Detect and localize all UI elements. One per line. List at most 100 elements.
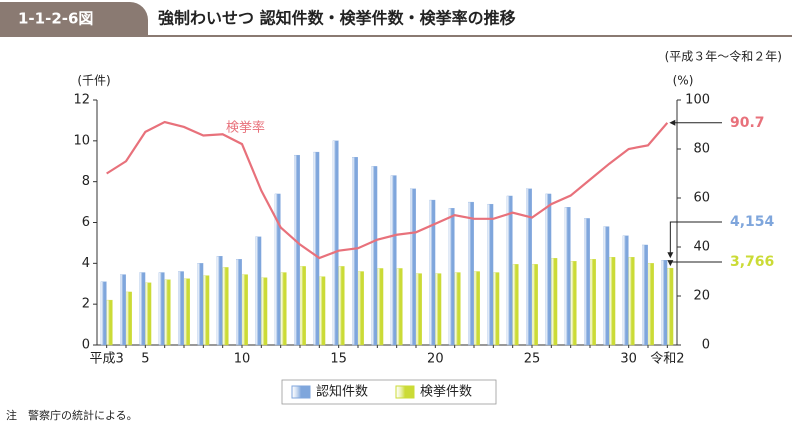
bar <box>526 188 532 346</box>
bar <box>512 264 519 346</box>
bar <box>280 272 287 346</box>
y-tick-label: 6 <box>82 215 90 230</box>
x-tick-label: 20 <box>427 352 444 367</box>
value-label: 3,766 <box>730 254 774 270</box>
value-label: 4,154 <box>730 214 775 230</box>
header-tab <box>0 2 148 36</box>
bar <box>352 157 358 346</box>
bar <box>390 175 397 346</box>
y-tick-label: 0 <box>82 338 90 353</box>
bar <box>648 263 654 346</box>
y2-tick-label: 80 <box>693 142 710 157</box>
x-tick-label: 令和2 <box>650 352 684 367</box>
bar <box>435 273 442 346</box>
x-tick-label: 15 <box>330 352 347 367</box>
bar <box>236 259 242 346</box>
bar <box>416 273 422 346</box>
series-label: 検挙率 <box>226 120 265 136</box>
bar <box>184 278 190 346</box>
bar <box>313 151 320 346</box>
x-tick-label: 25 <box>524 352 541 367</box>
callout <box>669 221 722 257</box>
bar <box>584 218 590 346</box>
y-tick-label: 10 <box>73 133 90 148</box>
bar <box>100 281 107 346</box>
bar <box>468 201 474 346</box>
y2-tick-label: 20 <box>693 289 710 304</box>
bar <box>358 271 364 346</box>
bar <box>294 154 300 346</box>
bar <box>274 193 281 346</box>
arrowhead <box>667 260 674 267</box>
bar <box>590 259 596 346</box>
note: 注 警察庁の統計による。 <box>6 408 138 422</box>
x-tick-label: 5 <box>141 352 149 367</box>
bar <box>603 226 610 346</box>
y-tick-label: 2 <box>82 297 90 312</box>
bar <box>532 264 538 346</box>
bar <box>216 256 223 346</box>
bar <box>564 207 571 346</box>
legend-label: 認知件数 <box>316 384 368 400</box>
bar <box>429 199 436 346</box>
bar <box>448 208 455 346</box>
figure-number: 1-1-2-6図 <box>18 10 93 28</box>
chart-title: 強制わいせつ 認知件数・検挙件数・検挙率の推移 <box>158 9 516 28</box>
bar <box>410 188 416 346</box>
bar <box>396 268 403 346</box>
legend-swatch <box>395 385 415 399</box>
bar <box>474 271 480 346</box>
y-axis-label: (千件) <box>77 74 110 88</box>
bar <box>145 282 152 346</box>
y-tick-label: 12 <box>73 93 90 108</box>
bar <box>377 268 384 346</box>
bar <box>106 299 113 346</box>
bar <box>178 271 184 346</box>
bar <box>261 277 268 346</box>
bar <box>545 193 552 346</box>
subtitle: (平成３年～令和２年) <box>665 49 782 64</box>
y2-tick-label: 0 <box>702 338 710 353</box>
y2-tick-label: 100 <box>685 93 710 108</box>
x-tick-label: 平成3 <box>90 352 124 367</box>
bar <box>338 266 345 346</box>
value-label: 90.7 <box>730 115 765 131</box>
bar <box>203 275 210 346</box>
x-tick-label: 10 <box>234 352 251 367</box>
bar <box>622 235 629 346</box>
bar <box>255 236 262 346</box>
y-tick-label: 4 <box>82 256 90 271</box>
arrowhead <box>669 119 676 126</box>
y-tick-label: 8 <box>82 174 90 189</box>
x-tick-label: 30 <box>620 352 637 367</box>
y2-tick-label: 40 <box>693 240 710 255</box>
arrowhead <box>667 252 674 259</box>
legend-box <box>281 379 497 405</box>
bar <box>300 266 306 346</box>
bar <box>164 279 171 346</box>
bar <box>319 276 326 346</box>
bar <box>158 272 165 346</box>
legend-swatch <box>291 385 311 399</box>
bar <box>667 267 674 346</box>
bar <box>487 203 494 346</box>
bar <box>551 258 558 346</box>
bar <box>139 272 146 346</box>
bar <box>332 140 339 346</box>
y2-tick-label: 60 <box>693 191 710 206</box>
bar <box>506 195 513 346</box>
bar <box>126 291 132 346</box>
bar <box>454 272 461 346</box>
y2-axis-label: (%) <box>673 74 694 88</box>
line <box>106 120 669 260</box>
bar <box>642 244 648 346</box>
bar <box>120 274 126 346</box>
bar <box>222 267 229 346</box>
bar <box>371 166 378 346</box>
bar <box>628 257 635 346</box>
bar <box>661 260 668 346</box>
bar <box>493 272 500 346</box>
legend-label: 検挙件数 <box>420 385 472 400</box>
